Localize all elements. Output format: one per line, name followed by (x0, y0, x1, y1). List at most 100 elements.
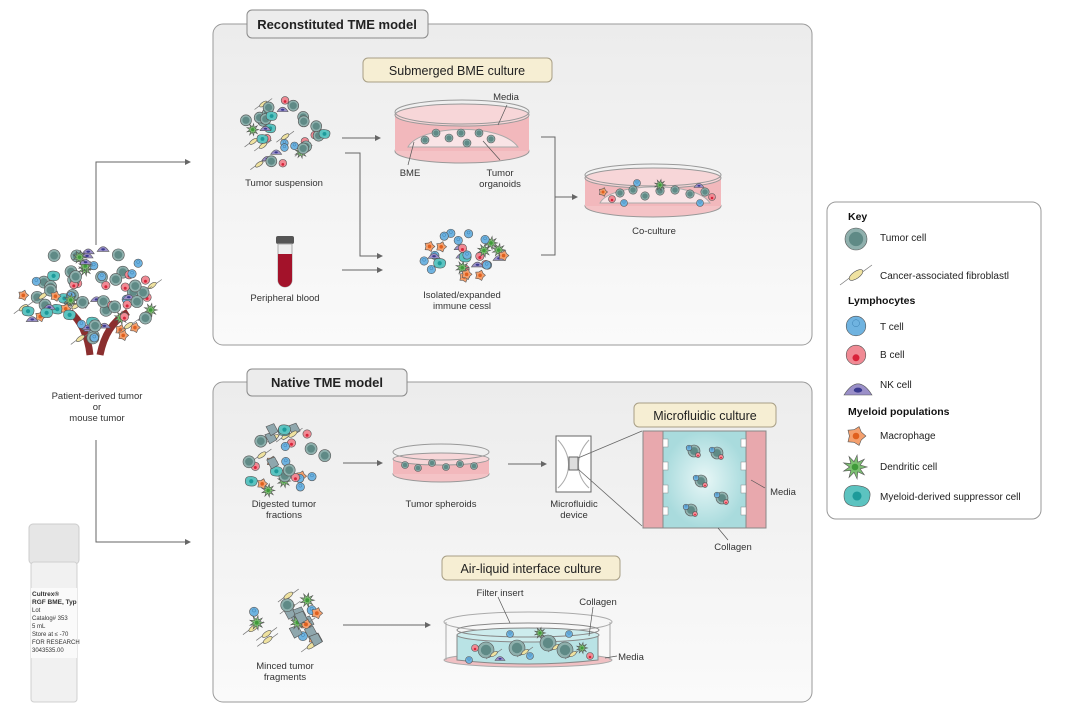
t-cell-icon (419, 256, 429, 266)
b-cell-icon (718, 454, 724, 460)
t-cell-icon (633, 179, 641, 187)
minced-tumor-illustration (242, 588, 324, 653)
tumor-cell-icon (240, 114, 252, 127)
tumor-cell-icon (628, 185, 638, 195)
tumor-cell-icon (280, 598, 295, 612)
tumor-cell-icon (414, 464, 422, 472)
tumor-cell-icon (477, 641, 495, 659)
dendritic-cell-icon (653, 178, 667, 192)
macrophage-icon (257, 478, 269, 490)
macrophage-icon (599, 187, 608, 197)
key-item-dendritic: Dendritic cell (880, 462, 937, 473)
device-label-1: Microfluidic (550, 499, 598, 510)
nk-cell-icon (25, 316, 39, 322)
t-cell-icon (439, 231, 449, 241)
co-culture-label: Co-culture (632, 226, 676, 237)
t-cell-icon (565, 630, 573, 638)
bme-vial: Cultrex®RGF BME, Typ Lot Catalog# 353 5 mL S… (28, 523, 80, 703)
ali-dish-illustration (443, 611, 613, 668)
native-tab (246, 368, 408, 397)
macrophage-icon (18, 289, 30, 301)
macrophage-icon (847, 426, 867, 446)
key-box (826, 201, 1042, 520)
macrophage-icon (436, 241, 448, 253)
tumor-suspension-label: Tumor suspension (245, 178, 323, 189)
tumor-cell-icon (470, 462, 478, 470)
dendritic-cell-icon (143, 302, 159, 318)
mdsc-icon (63, 309, 76, 321)
microfluidic-title: Microfluidic culture (653, 409, 757, 423)
macrophage-icon (50, 290, 62, 302)
b-cell-icon (586, 652, 594, 660)
fibroblast-icon (516, 646, 534, 658)
key-title: Key (848, 211, 867, 223)
fragment-icon (308, 632, 323, 647)
tumor-cell-icon (670, 185, 680, 195)
tumor-cell-icon (109, 273, 123, 286)
tumor-cell-icon (615, 188, 625, 198)
t-cell-icon (482, 260, 492, 270)
b-cell-icon (140, 275, 150, 285)
microfluidic-device-icon (555, 430, 643, 527)
mdsc-icon (244, 476, 258, 487)
t-cell-icon (295, 482, 305, 492)
key-item-macrophage: Macrophage (880, 431, 936, 442)
fibroblast-icon (252, 448, 272, 462)
tumor-cell-icon (462, 138, 472, 148)
dendritic-cell-icon (260, 482, 276, 499)
tumor-cell-icon (486, 134, 496, 144)
key-item-fibroblast: Cancer-associated fibroblastl (880, 271, 1009, 282)
fragment-icon (265, 423, 279, 437)
fibroblast-icon (70, 332, 91, 345)
tumor-cell-icon (640, 191, 650, 201)
fibroblast-icon (254, 139, 273, 152)
tumor-cell-icon (139, 311, 152, 325)
t-cell-icon (480, 235, 490, 245)
dendritic-cell-icon (299, 592, 316, 609)
macrophage-icon (115, 324, 127, 336)
fibroblast-icon (839, 264, 873, 286)
bme-dish-illustration (394, 99, 530, 164)
macrophage-icon (311, 607, 324, 620)
tumor-label-line1: Patient-derived tumor (52, 391, 143, 402)
tumor-cell-icon (112, 248, 125, 262)
t-cell-icon (696, 199, 704, 207)
fibroblast-icon (257, 633, 279, 647)
tumor-cell-icon (431, 128, 441, 138)
b-cell-icon (280, 96, 290, 105)
chamber-collagen-label: Collagen (714, 542, 752, 553)
b-cell-icon (122, 300, 132, 310)
t-cell-icon (465, 656, 473, 664)
macrophage-icon (461, 268, 473, 280)
tumor-label-line3: mouse tumor (69, 413, 124, 424)
t-cell-icon (453, 235, 463, 245)
patient-tumor-illustration (13, 246, 162, 356)
reconstituted-tab (246, 9, 429, 39)
co-culture-dish-illustration (584, 163, 722, 218)
tumor-cell-icon (556, 641, 574, 659)
mdsc-icon (47, 270, 60, 282)
tumor-cell-icon (700, 187, 710, 197)
tumor-cell-icon (456, 128, 466, 138)
microfluidic-label (633, 402, 777, 428)
tumor-cell-icon (401, 461, 409, 469)
tumor-cell-icon (297, 115, 310, 128)
bme-label: BME (400, 168, 421, 179)
macrophage-icon (498, 250, 510, 262)
tumor-label-line2: or (93, 402, 101, 413)
spheroids-label: Tumor spheroids (406, 499, 477, 510)
b-cell-icon (471, 644, 479, 652)
chamber-media-label: Media (770, 487, 797, 498)
tumor-cell-icon (69, 270, 82, 283)
vial-label-line: 3043535.00 (32, 648, 64, 654)
bme-pointer-lines (407, 104, 508, 166)
tumor-cell-icon (508, 639, 526, 657)
tumor-cell-icon (844, 227, 868, 251)
tumor-cell-icon (474, 128, 484, 138)
tumor-cell-icon (254, 434, 268, 448)
digested-label-1: Digested tumor (252, 499, 316, 510)
mdsc-icon (278, 424, 291, 435)
minced-label-1: Minced tumor (256, 661, 314, 672)
t-cell-icon (89, 333, 99, 343)
